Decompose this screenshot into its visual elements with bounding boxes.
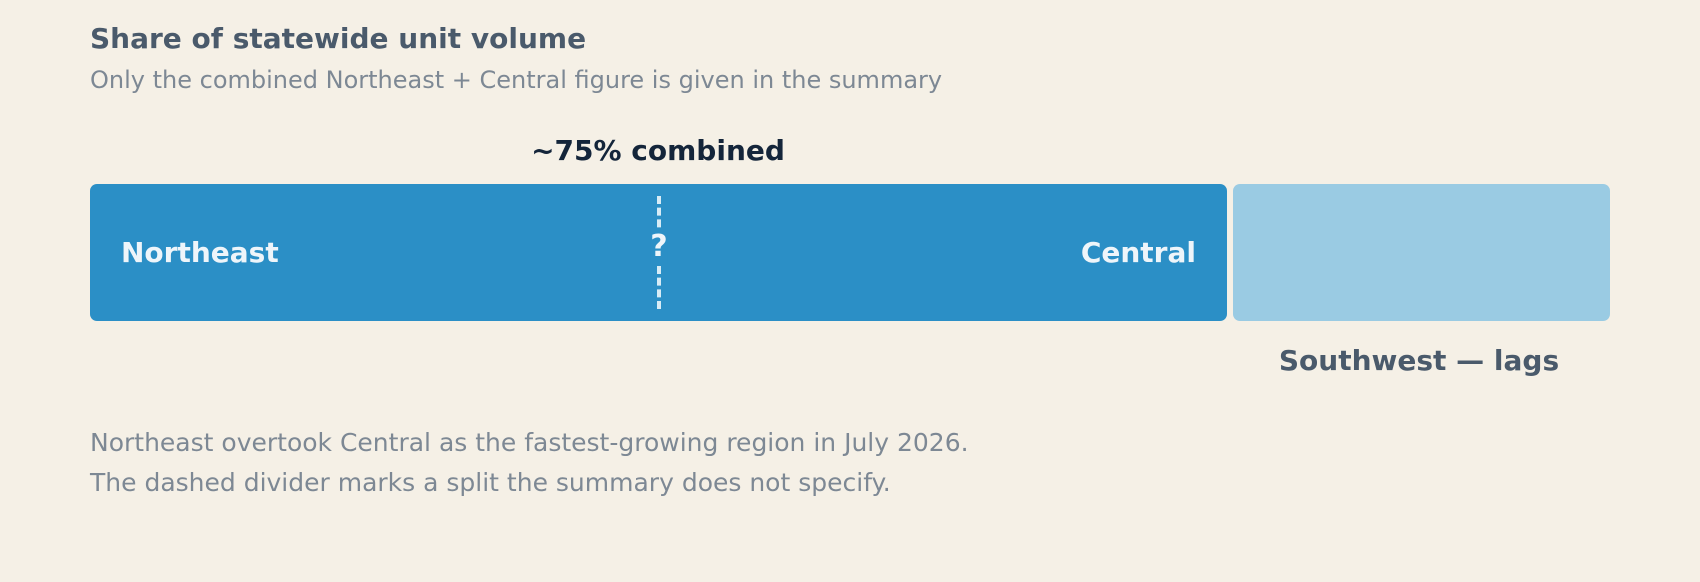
segment-label: Central — [1080, 236, 1196, 269]
combined-label: ~75% combined — [531, 134, 785, 167]
remainder-label: Southwest — lags — [1278, 344, 1560, 377]
title: Share of statewide unit volume — [90, 22, 587, 55]
remainder-segment — [1233, 184, 1610, 321]
note: Northeast overtook Central as the fastes… — [90, 428, 969, 457]
subtitle: Only the combined Northeast + Central fi… — [90, 66, 943, 94]
divider-label: ? — [650, 229, 668, 264]
note: The dashed divider marks a split the sum… — [90, 468, 891, 497]
segment-label: Northeast — [121, 236, 279, 269]
